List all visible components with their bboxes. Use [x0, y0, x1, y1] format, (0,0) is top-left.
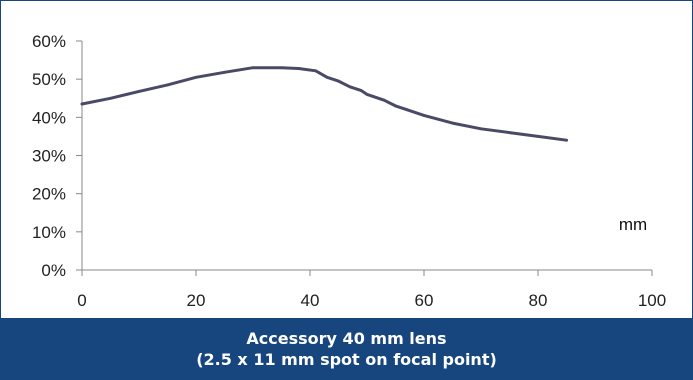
- data-point: [365, 93, 369, 96]
- x-axis-unit-label: mm: [619, 215, 647, 234]
- chart-caption: Accessory 40 mm lens (2.5 x 11 mm spot o…: [1, 318, 692, 379]
- data-point: [422, 114, 426, 117]
- data-point: [325, 75, 329, 79]
- data-point: [359, 89, 363, 93]
- y-tick-label: 40%: [32, 108, 66, 127]
- data-point: [80, 102, 84, 106]
- y-tick-label: 30%: [32, 147, 66, 166]
- caption-line-2: (2.5 x 11 mm spot on focal point): [196, 349, 497, 369]
- caption-line-1: Accessory 40 mm lens: [246, 328, 447, 348]
- data-point: [451, 121, 454, 125]
- data-point: [565, 138, 568, 142]
- data-point: [371, 94, 375, 98]
- y-tick-label: 20%: [32, 185, 66, 204]
- y-tick-label: 10%: [32, 223, 66, 242]
- data-point: [479, 127, 483, 131]
- x-tick-label: 80: [529, 291, 548, 310]
- data-point: [297, 67, 300, 70]
- data-point: [194, 75, 198, 79]
- x-tick-label: 60: [415, 291, 434, 310]
- x-tick-label: 20: [187, 291, 206, 310]
- line-chart: 0% 10% 20% 30% 40% 50% 60% 0 20 40 60 80 100 mm: [32, 32, 666, 310]
- data-point: [348, 85, 352, 89]
- data-point: [223, 70, 226, 74]
- x-tick-label: 0: [77, 291, 86, 310]
- data-point: [137, 89, 141, 93]
- data-point: [109, 96, 112, 100]
- data-point: [251, 66, 255, 70]
- data-point: [280, 66, 283, 70]
- x-tick-label: 40: [301, 291, 320, 310]
- x-tick-label: 100: [638, 291, 666, 310]
- data-point: [166, 83, 169, 87]
- data-point: [314, 69, 318, 73]
- series-line: [80, 66, 568, 142]
- data-point: [405, 108, 409, 112]
- y-tick-label: 60%: [32, 32, 66, 51]
- data-point: [394, 104, 397, 108]
- y-tick-label: 0%: [41, 261, 66, 280]
- data-point: [508, 131, 511, 135]
- y-tick-label: 50%: [32, 70, 66, 89]
- data-point: [382, 98, 386, 102]
- data-point: [337, 79, 340, 83]
- data-point: [536, 135, 540, 138]
